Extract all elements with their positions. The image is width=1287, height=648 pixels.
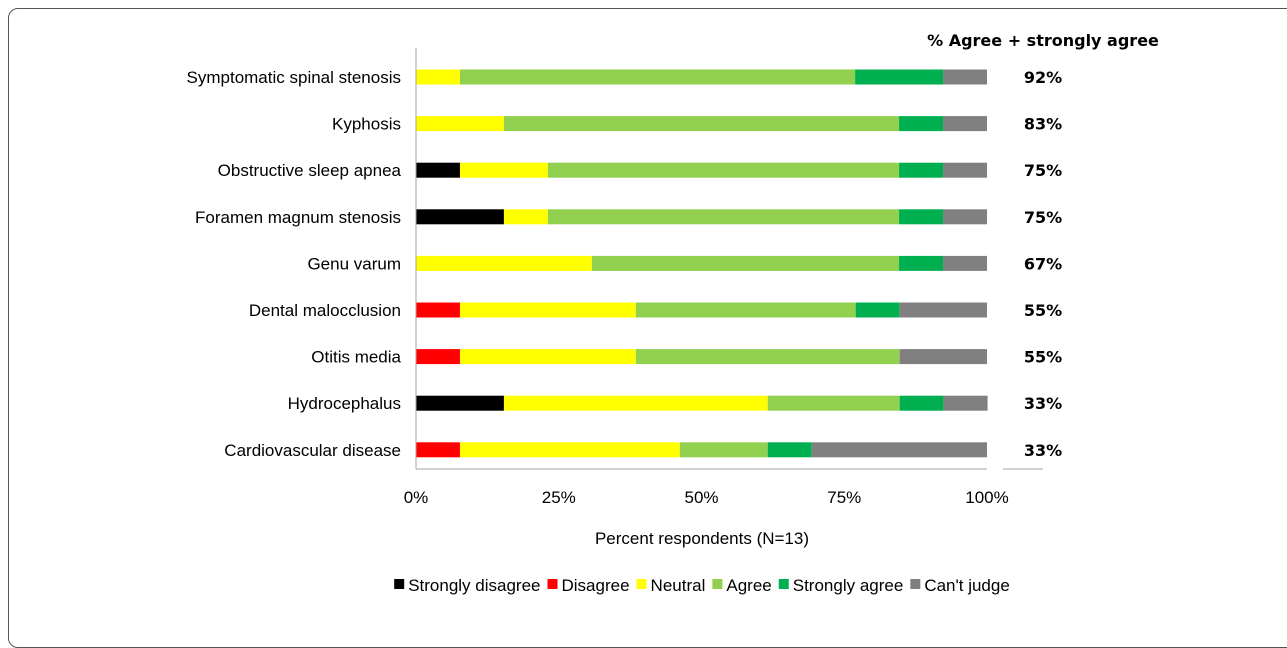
figure-frame <box>8 8 1287 648</box>
legend-label: Agree <box>726 576 771 595</box>
legend-label: Disagree <box>562 576 630 595</box>
category-label: Obstructive sleep apnea <box>218 161 402 180</box>
legend-label: Can't judge <box>924 576 1009 595</box>
legend: Strongly disagree Disagree Neutral Agree Str… <box>394 576 1010 595</box>
bar-kyphosis-strongly-agree <box>899 116 944 132</box>
bar-foramen-magnum-stenosis-neutral <box>503 209 548 225</box>
legend-label: Neutral <box>651 576 706 595</box>
stacked-bar-chart: Symptomatic spinal stenosis Kyphosis Obstr… <box>187 31 1160 595</box>
agree-percent-label: 33% <box>1024 394 1062 413</box>
x-tick-label: 50% <box>684 488 718 507</box>
bar-otitis-media-neutral <box>459 349 636 365</box>
bar-foramen-magnum-stenosis-can-t-judge <box>943 209 987 225</box>
legend-swatch-strongly-disagree <box>394 579 405 589</box>
bar-symptomatic-spinal-stenosis-strongly-agree <box>855 69 944 85</box>
bar-dental-malocclusion-agree <box>635 302 856 318</box>
category-label: Kyphosis <box>332 115 401 134</box>
agree-percent-label: 75% <box>1024 208 1062 227</box>
category-label: Cardiovascular disease <box>224 441 401 460</box>
bar-dental-malocclusion-neutral <box>459 302 636 318</box>
category-label: Symptomatic spinal stenosis <box>187 68 401 87</box>
category-label: Foramen magnum stenosis <box>195 208 401 227</box>
x-tick-label: 75% <box>827 488 861 507</box>
agree-percent-label: 67% <box>1024 254 1062 273</box>
bar-foramen-magnum-stenosis-strongly-disagree <box>416 209 504 225</box>
agree-percent-label: 33% <box>1024 441 1062 460</box>
legend-swatch-agree <box>712 579 723 589</box>
bar-dental-malocclusion-strongly-agree <box>855 302 900 318</box>
x-tick-label: 25% <box>542 488 576 507</box>
bar-otitis-media-can-t-judge <box>899 349 987 365</box>
bar-genu-varum-strongly-agree <box>899 255 944 271</box>
bar-genu-varum-agree <box>591 255 900 271</box>
agree-percent-label: 92% <box>1024 68 1062 87</box>
bar-symptomatic-spinal-stenosis-agree <box>459 69 856 85</box>
bar-obstructive-sleep-apnea-strongly-disagree <box>416 162 460 178</box>
x-tick-label: 100% <box>965 488 1008 507</box>
bar-kyphosis-can-t-judge <box>943 116 987 132</box>
agree-percent-label: 75% <box>1024 161 1062 180</box>
agree-percent-label: 55% <box>1024 301 1062 320</box>
legend-swatch-disagree <box>547 579 558 589</box>
category-label: Genu varum <box>307 254 401 273</box>
category-labels-group: Symptomatic spinal stenosis Kyphosis Obstr… <box>187 68 402 460</box>
legend-swatch-strongly-agree <box>778 579 789 589</box>
legend-label: Strongly agree <box>793 576 904 595</box>
bar-dental-malocclusion-can-t-judge <box>899 302 987 318</box>
agree-header: % Agree + strongly agree <box>927 31 1159 50</box>
bar-cardiovascular-disease-agree <box>679 442 768 458</box>
bar-foramen-magnum-stenosis-agree <box>547 209 900 225</box>
bar-hydrocephalus-strongly-agree <box>899 395 944 411</box>
x-tick-label: 0% <box>404 488 429 507</box>
bar-cardiovascular-disease-can-t-judge <box>811 442 987 458</box>
bar-hydrocephalus-can-t-judge <box>943 395 988 411</box>
x-tick-labels-group: 0% 25% 50% 75% 100% <box>404 488 1009 507</box>
legend-swatch-can-t-judge <box>910 579 921 589</box>
bar-kyphosis-agree <box>503 116 900 132</box>
bar-obstructive-sleep-apnea-strongly-agree <box>899 162 944 178</box>
category-label: Dental malocclusion <box>249 301 401 320</box>
bar-otitis-media-agree <box>635 349 900 365</box>
bar-hydrocephalus-neutral <box>503 395 768 411</box>
bar-otitis-media-disagree <box>416 349 460 365</box>
agree-percent-labels-group: 92% 83% 75% 75% 67% 55% 55% 33% 33% <box>1024 68 1062 460</box>
bar-genu-varum-neutral <box>416 255 592 271</box>
agree-percent-label: 83% <box>1024 115 1062 134</box>
category-label: Hydrocephalus <box>288 394 401 413</box>
category-label: Otitis media <box>311 348 401 367</box>
bar-obstructive-sleep-apnea-neutral <box>459 162 548 178</box>
legend-swatch-neutral <box>636 579 647 589</box>
bars-group <box>416 69 988 458</box>
bar-cardiovascular-disease-neutral <box>459 442 680 458</box>
bar-hydrocephalus-agree <box>767 395 900 411</box>
bar-genu-varum-can-t-judge <box>943 255 987 271</box>
bar-symptomatic-spinal-stenosis-neutral <box>416 69 460 85</box>
legend-label: Strongly disagree <box>408 576 540 595</box>
bar-symptomatic-spinal-stenosis-can-t-judge <box>943 69 987 85</box>
bar-kyphosis-neutral <box>416 116 504 132</box>
bar-obstructive-sleep-apnea-agree <box>547 162 900 178</box>
bar-hydrocephalus-strongly-disagree <box>416 395 504 411</box>
bar-obstructive-sleep-apnea-can-t-judge <box>943 162 987 178</box>
x-axis-title: Percent respondents (N=13) <box>595 529 809 548</box>
bar-cardiovascular-disease-strongly-agree <box>767 442 812 458</box>
bar-dental-malocclusion-disagree <box>416 302 460 318</box>
axes-group <box>415 48 1043 470</box>
bar-cardiovascular-disease-disagree <box>416 442 460 458</box>
bar-foramen-magnum-stenosis-strongly-agree <box>899 209 944 225</box>
agree-percent-label: 55% <box>1024 348 1062 367</box>
